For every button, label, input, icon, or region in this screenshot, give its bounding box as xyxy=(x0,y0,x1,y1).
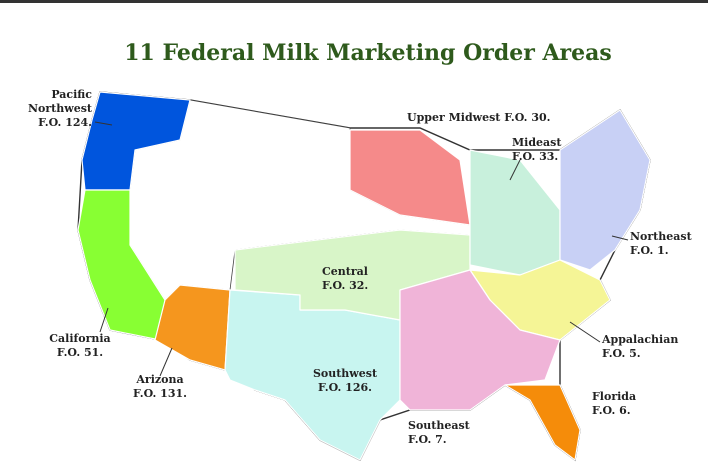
region-label-line: F.O. 124. xyxy=(38,116,92,129)
region-label-line: F.O. 5. xyxy=(602,347,641,360)
leader-line xyxy=(569,321,601,343)
region-label-line: F.O. 1. xyxy=(630,244,669,257)
region-label-line: Florida xyxy=(592,390,636,403)
region-label-line: F.O. 33. xyxy=(512,150,558,163)
top-rule xyxy=(0,0,708,3)
region-label-line: F.O. 6. xyxy=(592,404,631,417)
florida-region xyxy=(504,384,581,461)
leader-line xyxy=(611,235,629,241)
region-label-line: F.O. 131. xyxy=(133,387,187,400)
region-label-line: F.O. 51. xyxy=(57,346,103,359)
region-label-line: Northeast xyxy=(630,230,693,243)
leader-line xyxy=(99,307,109,333)
map-title: 11 Federal Milk Marketing Order Areas xyxy=(124,40,612,66)
leader-line xyxy=(94,121,113,126)
region-label-line: Arizona xyxy=(135,373,183,386)
region-label-line: F.O. 7. xyxy=(408,433,447,446)
us-map xyxy=(77,91,651,462)
region-label-line: California xyxy=(49,332,110,345)
region-label-line: F.O. 126. xyxy=(318,381,372,394)
region-label-line: Upper Midwest F.O. 30. xyxy=(407,111,550,124)
leader-line xyxy=(159,347,173,377)
leader-line xyxy=(509,159,521,181)
region-label-line: Appalachian xyxy=(601,333,678,346)
southeast-region xyxy=(399,269,561,411)
region-label: Upper Midwest F.O. 30. xyxy=(407,111,550,124)
leader-lines xyxy=(94,121,629,377)
region-label-line: F.O. 32. xyxy=(322,279,368,292)
region-label-line: Mideast xyxy=(512,136,562,149)
region-label-line: Central xyxy=(322,265,368,278)
northeast-region xyxy=(559,109,651,271)
region-label-line: Northwest xyxy=(28,102,93,115)
region-label-line: Southeast xyxy=(408,419,471,432)
region-label-line: Pacific xyxy=(51,88,92,101)
region-label-line: Southwest xyxy=(313,367,378,380)
